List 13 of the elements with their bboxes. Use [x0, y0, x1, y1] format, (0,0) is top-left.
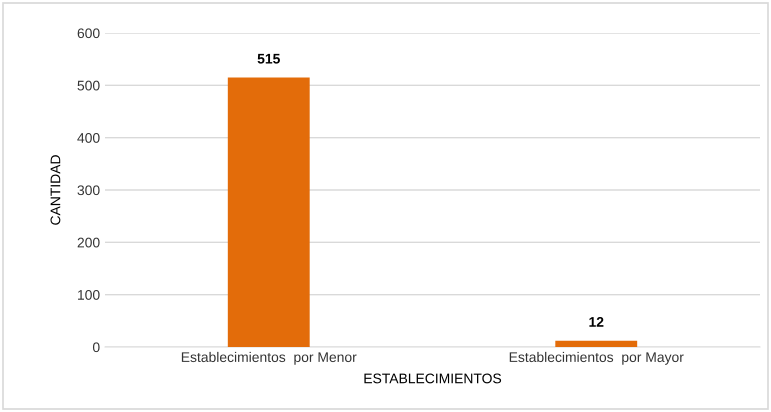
x-tick-label: Establecimientos por Menor	[182, 352, 357, 365]
y-tick-label: 100	[78, 290, 100, 300]
y-tick-label: 200	[78, 238, 100, 248]
y-tick-label: 600	[78, 28, 100, 38]
y-tick-label: 0	[92, 342, 100, 352]
x-axis-title: ESTABLECIMIENTOS	[364, 374, 502, 384]
y-axis-title: CANTIDAD	[50, 155, 60, 225]
data-label: 12	[589, 317, 604, 327]
y-tick-label: 300	[78, 185, 100, 196]
y-tick-label: 400	[77, 133, 100, 143]
x-tick-label: Establecimientos por Mayor	[510, 352, 684, 365]
data-label: 515	[258, 54, 280, 64]
y-tick-label: 500	[78, 80, 100, 91]
